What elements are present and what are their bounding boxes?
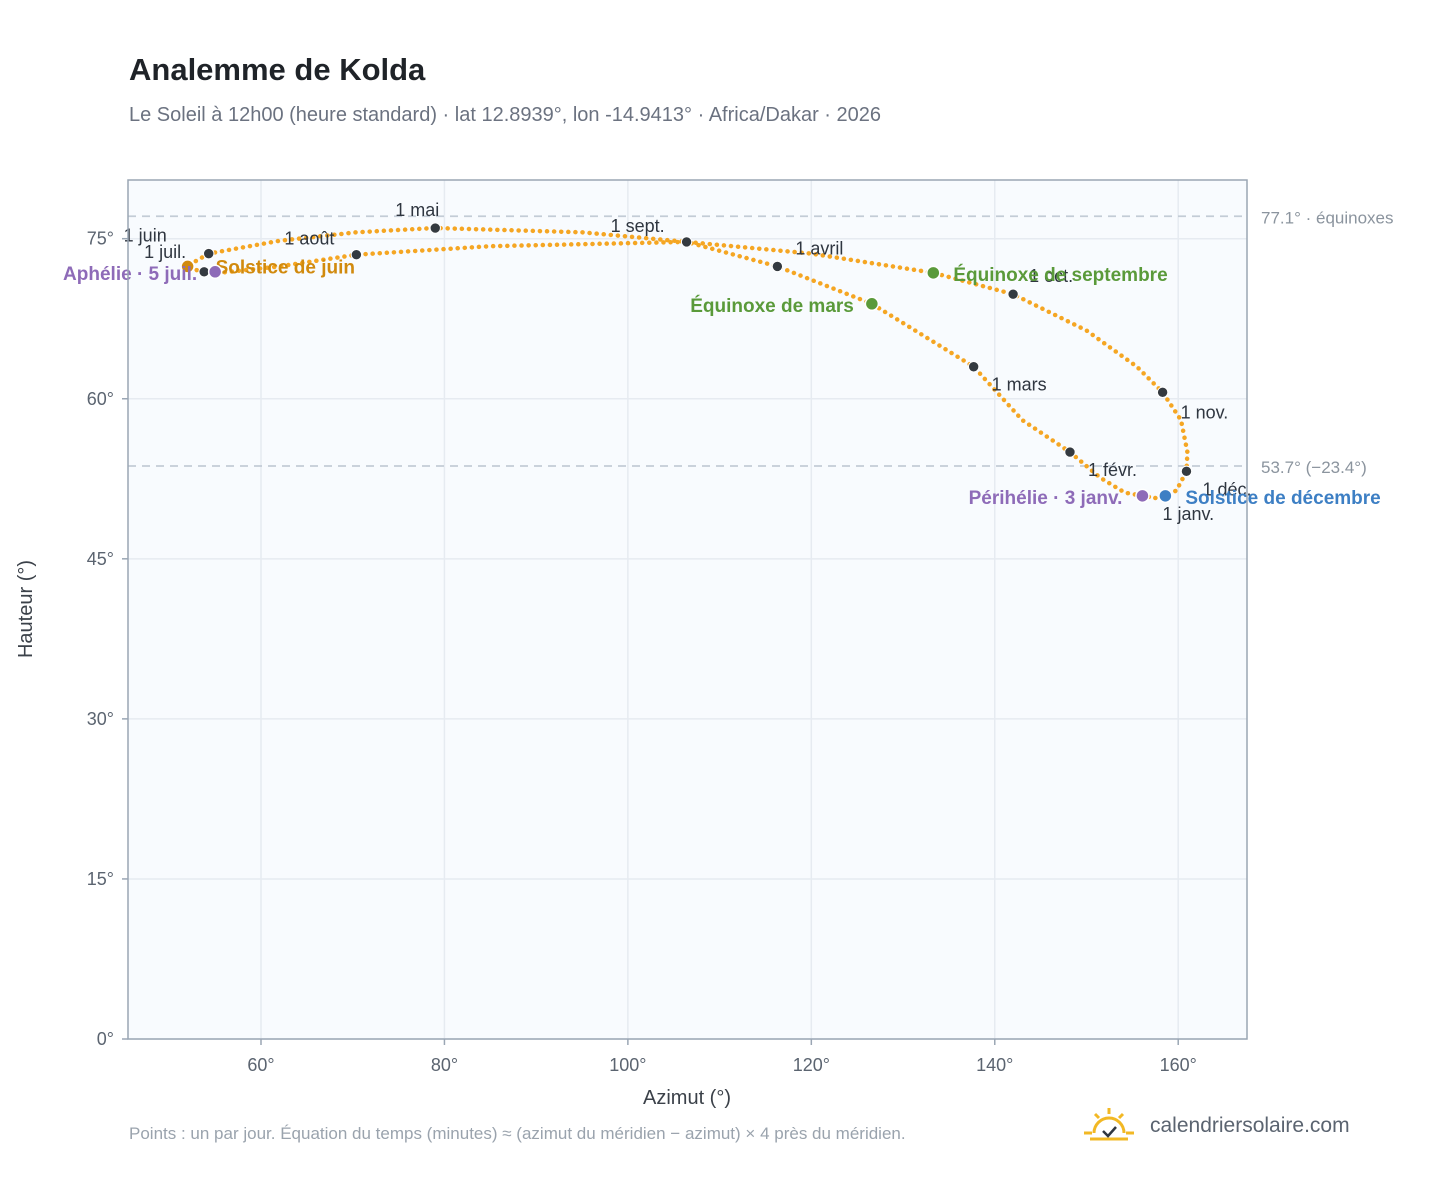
month-marker [680, 236, 693, 248]
reference-line-label: 77.1° · équinoxes [1261, 208, 1394, 227]
plot-background [128, 180, 1247, 1039]
x-axis-label: Azimut (°) [643, 1087, 731, 1109]
month-marker-label: 1 mars [992, 375, 1047, 395]
month-marker [1064, 446, 1076, 458]
month-marker [1180, 465, 1193, 478]
month-marker-label: 1 déc. [1202, 479, 1251, 499]
y-axis-label: Hauteur (°) [15, 560, 37, 658]
y-tick-label: 15° [87, 869, 114, 889]
x-tick-label: 160° [1160, 1055, 1197, 1075]
month-marker [967, 361, 980, 373]
event-markers: Équinoxe de mars Équinoxe de septembre Sol… [63, 257, 1381, 508]
chart-title: Analemme de Kolda [129, 52, 426, 87]
reference-lines: 77.1° · équinoxes 53.7° (−23.4°) [128, 208, 1394, 477]
month-marker [429, 222, 441, 234]
event-marker [180, 259, 195, 274]
y-tick-label: 45° [87, 549, 114, 569]
event-marker [926, 265, 941, 281]
event-label: Solstice de juin [216, 257, 355, 278]
month-marker-label: 1 oct. [1029, 266, 1073, 286]
axis-ticks: 60° 80° 100° 120° 140° 160° 0° 15° 30° 45° 60° 75° [87, 229, 1197, 1075]
event-marker [1135, 488, 1150, 504]
event-marker [864, 296, 880, 312]
y-tick-label: 0° [97, 1029, 114, 1049]
footnote: Points : un par jour. Équation du temps … [129, 1124, 906, 1143]
chart-subtitle: Le Soleil à 12h00 (heure standard) · lat… [129, 104, 882, 126]
month-marker [203, 247, 215, 260]
month-marker-label: 1 févr. [1088, 460, 1137, 480]
month-marker-label: 1 août [284, 229, 334, 249]
event-label: Aphélie · 5 juil. [63, 264, 197, 285]
event-label: Équinoxe de mars [690, 295, 854, 317]
x-tick-label: 60° [247, 1055, 274, 1075]
month-marker [1156, 386, 1169, 399]
brand-name[interactable]: calendriersolaire.com [1150, 1114, 1350, 1137]
month-marker-label: 1 avril [795, 238, 843, 258]
month-marker [198, 266, 210, 278]
analemma-curve [184, 225, 1190, 501]
month-marker-label: 1 juil. [144, 242, 186, 262]
event-marker [207, 264, 223, 280]
x-tick-label: 80° [431, 1055, 458, 1075]
event-marker [1158, 488, 1173, 504]
month-marker [350, 248, 363, 261]
x-tick-label: 100° [609, 1055, 646, 1075]
y-tick-label: 30° [87, 709, 114, 729]
sun-logo-icon [1084, 1108, 1134, 1141]
y-tick-label: 60° [87, 389, 114, 409]
month-marker-label: 1 janv. [1162, 504, 1214, 524]
analemma-daily-points [184, 225, 1190, 501]
month-marker-label: 1 nov. [1181, 402, 1229, 422]
month-marker [1007, 288, 1019, 300]
month-marker-label: 1 mai [395, 200, 439, 220]
event-label: Solstice de décembre [1185, 488, 1380, 509]
event-label: Équinoxe de septembre [953, 264, 1167, 286]
month-marker [771, 260, 784, 273]
x-tick-label: 140° [976, 1055, 1013, 1075]
brand[interactable]: calendriersolaire.com [1082, 1106, 1350, 1146]
reference-line-label: 53.7° (−23.4°) [1261, 458, 1367, 477]
y-tick-label: 75° [87, 229, 114, 249]
event-label: Périhélie · 3 janv. [969, 488, 1123, 509]
x-tick-label: 120° [793, 1055, 830, 1075]
plot-frame [127, 179, 1248, 1040]
month-marker-label: 1 juin [124, 226, 167, 246]
month-marker-label: 1 sept. [611, 216, 665, 236]
